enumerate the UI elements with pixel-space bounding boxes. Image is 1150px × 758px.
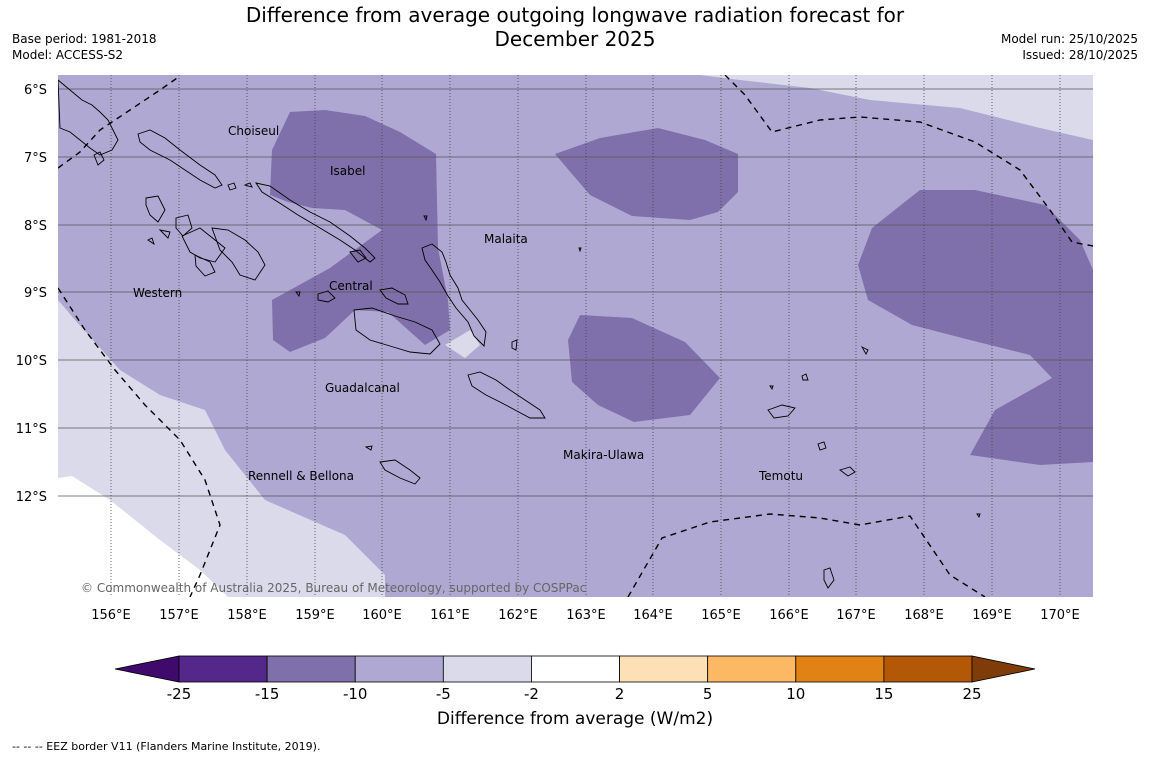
lon-label: 170°E [1040, 608, 1080, 623]
anomaly-neutral-southwest [58, 476, 228, 597]
colorbar-segment [354, 655, 444, 683]
lat-label: 9°S [24, 286, 47, 301]
colorbar-tick-label: -10 [343, 685, 368, 703]
lat-label: 6°S [24, 83, 47, 98]
colorbar-extend-low [114, 655, 180, 683]
eez-border [58, 75, 1093, 597]
latitude-labels: 6°S 7°S 8°S 9°S 10°S 11°S 12°S [16, 83, 47, 505]
lon-label: 161°E [430, 608, 470, 623]
anomaly-dark-south [568, 315, 720, 422]
colorbar-tick-label: -25 [167, 685, 192, 703]
lon-label: 158°E [227, 608, 267, 623]
lon-label: 164°E [633, 608, 673, 623]
region-label: Guadalcanal [325, 381, 400, 395]
title-line-2: December 2025 [494, 27, 656, 51]
lat-label: 11°S [16, 422, 47, 437]
colorbar-tick-label: 5 [703, 685, 713, 703]
anomaly-light-northeast [700, 75, 1093, 140]
region-label: Rennell & Bellona [248, 469, 354, 483]
lon-label: 160°E [362, 608, 402, 623]
graticule [58, 88, 1093, 497]
anomaly-dark-far-east [858, 190, 1093, 465]
meridians [110, 75, 1061, 597]
lat-label: 7°S [24, 151, 47, 166]
region-label: Central [329, 279, 373, 293]
copyright-notice: © Commonwealth of Australia 2025, Bureau… [81, 581, 586, 595]
run-info: Model run: 25/10/2025 Issued: 28/10/2025 [1001, 31, 1138, 63]
anomaly-dark-east [555, 128, 738, 220]
base-period: Base period: 1981-2018 [12, 32, 157, 46]
colorbar-tick-label: -5 [436, 685, 451, 703]
colorbar-segment [619, 655, 709, 683]
title-line-1: Difference from average outgoing longwav… [245, 3, 905, 27]
issued-date: Issued: 28/10/2025 [1022, 48, 1138, 62]
anomaly-light-southwest [58, 300, 385, 597]
lon-label: 168°E [904, 608, 944, 623]
eez-footnote: -- -- -- EEZ border V11 (Flanders Marine… [12, 740, 321, 753]
region-label: Makira-Ulawa [563, 448, 644, 462]
colorbar-tick-label: -15 [255, 685, 280, 703]
lon-label: 162°E [498, 608, 538, 623]
longitude-labels: 156°E 157°E 158°E 159°E 160°E 161°E 162°… [91, 608, 1080, 623]
colorbar-tick-label: 10 [786, 685, 805, 703]
lon-label: 167°E [836, 608, 876, 623]
colorbar-extend-high [971, 655, 1036, 683]
colorbar-tick-label: -2 [524, 685, 539, 703]
colorbar-segment [178, 655, 268, 683]
region-label: Isabel [330, 164, 365, 178]
colorbar-segment [707, 655, 797, 683]
model-run: Model run: 25/10/2025 [1000, 32, 1138, 46]
lon-label: 165°E [701, 608, 741, 623]
colorbar-segment [531, 655, 620, 683]
colorbar-segment [795, 655, 885, 683]
colorbar-segment [266, 655, 356, 683]
lat-label: 8°S [24, 219, 47, 234]
anomaly-light-patch [445, 330, 480, 358]
lon-label: 157°E [159, 608, 199, 623]
region-label: Western [133, 286, 182, 300]
region-label: Temotu [758, 469, 803, 483]
colorbar-segment [442, 655, 532, 683]
chart-title: Difference from average outgoing longwav… [200, 3, 950, 51]
lon-label: 163°E [566, 608, 606, 623]
colorbar-tick-label: 25 [962, 685, 981, 703]
region-label: Malaita [484, 232, 528, 246]
colorbar-tick-label: 2 [615, 685, 625, 703]
colorbar [114, 655, 1036, 683]
colorbar-label: Difference from average (W/m2) [436, 709, 714, 729]
coastlines [58, 79, 981, 589]
lat-label: 12°S [16, 490, 47, 505]
colorbar-segment [883, 655, 973, 683]
lon-label: 169°E [972, 608, 1012, 623]
map-panel: Choiseul Isabel Malaita Western Central … [58, 75, 1093, 597]
colorbar-tick-labels: -25 -15 -10 -5 -2 2 5 10 15 25 [167, 685, 982, 703]
lat-label: 10°S [16, 354, 47, 369]
region-label: Choiseul [228, 124, 279, 138]
model-name: Model: ACCESS-S2 [12, 48, 124, 62]
lon-label: 159°E [295, 608, 335, 623]
colorbar-tick-label: 15 [874, 685, 893, 703]
model-info: Base period: 1981-2018 Model: ACCESS-S2 [12, 31, 157, 63]
lon-label: 166°E [769, 608, 809, 623]
region-labels: Choiseul Isabel Malaita Western Central … [133, 124, 803, 483]
lon-label: 156°E [91, 608, 131, 623]
